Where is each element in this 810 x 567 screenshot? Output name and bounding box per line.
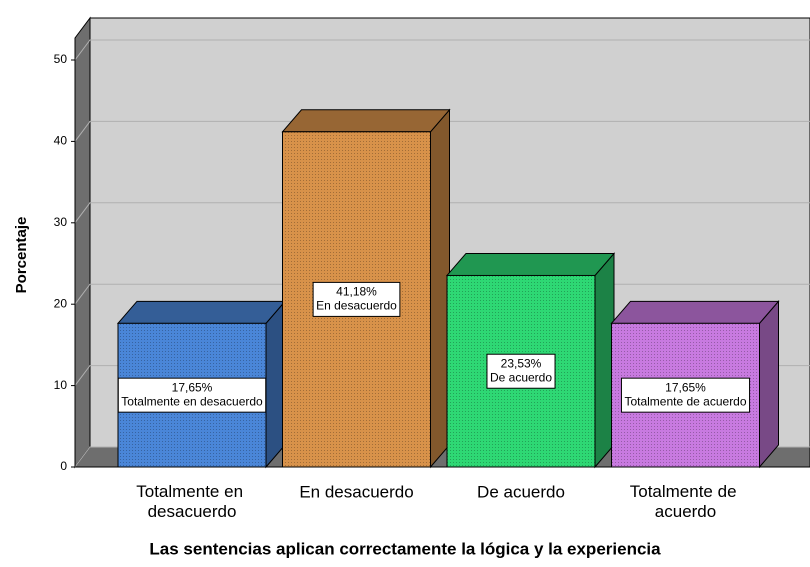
data-label-value: 17,65% — [665, 380, 706, 394]
data-label-box — [117, 377, 267, 413]
bar-top — [610, 300, 780, 324]
y-tick-label: 50 — [54, 52, 68, 66]
y-tick-label: 0 — [60, 459, 67, 473]
bar-side — [759, 299, 779, 469]
left-wall — [74, 16, 91, 469]
data-label: 23,53%De acuerdo — [486, 353, 556, 389]
x-tick-line: Totalmente en — [136, 482, 248, 501]
bar-top — [281, 109, 451, 133]
data-label-box — [486, 353, 556, 389]
x-tick-label: De acuerdo — [477, 482, 565, 501]
data-label: 17,65%Totalmente de acuerdo — [620, 377, 751, 413]
x-tick-label: Totalmente de acuerdo — [630, 482, 742, 521]
data-label-category: En desacuerdo — [316, 299, 397, 313]
x-tick-label: En desacuerdo — [299, 482, 413, 501]
x-tick-label: Totalmente en desacuerdo — [136, 482, 248, 521]
data-label-category: De acuerdo — [490, 370, 552, 384]
y-tick-label: 30 — [54, 215, 68, 229]
data-label-box — [620, 377, 751, 413]
x-tick-line: Totalmente de — [630, 482, 742, 501]
bar-top — [445, 252, 616, 276]
x-tick-line: desacuerdo — [148, 502, 237, 521]
grid-line — [74, 120, 810, 142]
grid-line — [74, 202, 810, 224]
data-label-value: 41,18% — [336, 285, 377, 299]
data-label: 41,18%En desacuerdo — [312, 281, 401, 317]
x-tick-line: acuerdo — [655, 502, 716, 521]
x-axis-title: Las sentencias aplican correctamente la … — [149, 539, 661, 558]
data-label-box — [312, 281, 401, 317]
bar-top — [116, 300, 287, 324]
data-label-value: 23,53% — [501, 356, 542, 370]
y-tick-label: 10 — [54, 378, 68, 392]
y-tick-label: 40 — [54, 134, 68, 148]
data-label-value: 17,65% — [172, 380, 213, 394]
data-label: 17,65%Totalmente en desacuerdo — [117, 377, 267, 413]
y-tick-label: 20 — [54, 296, 68, 310]
data-label-category: Totalmente en desacuerdo — [121, 394, 263, 408]
y-axis-title: Porcentaje — [13, 217, 30, 294]
grid-line — [74, 39, 810, 61]
data-label-category: Totalmente de acuerdo — [624, 394, 746, 408]
